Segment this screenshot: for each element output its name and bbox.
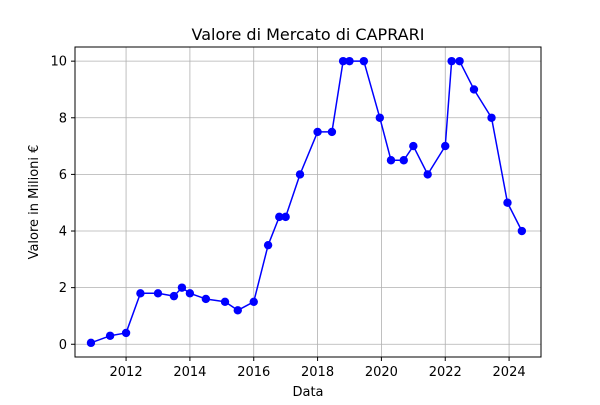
data-point — [399, 156, 408, 165]
data-point — [375, 113, 385, 122]
plot-frame — [74, 46, 542, 358]
y-tick-label: 10 — [50, 55, 67, 70]
y-tick-label: 8 — [59, 111, 67, 126]
data-point — [487, 113, 496, 122]
x-tick-label: 2016 — [237, 365, 270, 380]
y-axis-label: Valore in Milioni € — [27, 145, 42, 260]
data-point — [447, 56, 456, 66]
y-tick-label: 6 — [59, 168, 67, 183]
data-point — [469, 85, 479, 94]
data-point — [441, 141, 450, 151]
data-point — [136, 289, 145, 298]
data-point — [359, 56, 369, 66]
data-point — [386, 156, 396, 165]
x-tick-label: 2024 — [493, 365, 526, 380]
data-point — [423, 170, 432, 179]
data-point — [327, 127, 337, 137]
data-point — [313, 127, 322, 137]
data-point — [105, 331, 115, 340]
y-tick-label: 0 — [59, 338, 67, 353]
axis-ticks: 2012 2014 2016 2018 2020 2022 2024 0 2 4 6 8 10 — [50, 55, 525, 380]
y-tick-label: 4 — [59, 225, 67, 240]
grid — [75, 47, 541, 357]
data-point — [345, 56, 354, 66]
x-tick-label: 2022 — [429, 365, 462, 380]
data-point — [281, 212, 290, 222]
x-tick-label: 2018 — [301, 365, 334, 380]
data-point — [177, 283, 187, 292]
data-point — [249, 297, 258, 306]
y-tick-label: 2 — [59, 281, 67, 296]
chart-title: Valore di Mercato di CAPRARI — [192, 25, 425, 44]
x-tick-label: 2020 — [365, 365, 398, 380]
data-point — [338, 56, 348, 66]
data-point — [409, 141, 418, 151]
x-tick-label: 2012 — [110, 365, 143, 380]
x-tick-label: 2014 — [173, 365, 206, 380]
data-point — [233, 306, 242, 315]
data-point — [517, 226, 527, 236]
data-point — [220, 297, 230, 306]
data-point — [503, 198, 512, 207]
x-axis-label: Data — [292, 385, 323, 400]
data-point — [295, 170, 305, 179]
data-point — [263, 240, 273, 250]
data-point — [86, 338, 96, 348]
data-point — [121, 328, 131, 338]
data-point — [169, 291, 179, 301]
data-point — [455, 56, 464, 66]
series-layer — [86, 56, 527, 348]
data-point — [275, 212, 284, 222]
data-point — [153, 289, 163, 298]
data-point — [201, 294, 211, 304]
data-point — [185, 289, 195, 298]
